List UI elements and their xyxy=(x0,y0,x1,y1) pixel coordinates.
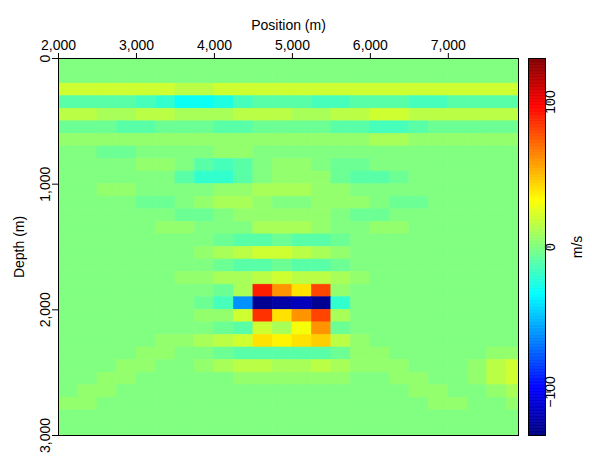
svg-text:3,000: 3,000 xyxy=(119,37,154,53)
svg-text:5,000: 5,000 xyxy=(275,37,310,53)
svg-text:−100: −100 xyxy=(542,376,558,408)
svg-text:Position (m): Position (m) xyxy=(251,17,326,33)
svg-text:1,000: 1,000 xyxy=(37,166,53,201)
svg-text:0: 0 xyxy=(37,54,53,62)
svg-text:2,000: 2,000 xyxy=(37,292,53,327)
svg-text:100: 100 xyxy=(542,90,558,114)
svg-text:m/s: m/s xyxy=(569,236,585,259)
svg-text:6,000: 6,000 xyxy=(353,37,388,53)
svg-text:Depth (m): Depth (m) xyxy=(11,216,27,278)
svg-text:3,000: 3,000 xyxy=(37,418,53,453)
svg-text:4,000: 4,000 xyxy=(197,37,232,53)
svg-text:2,000: 2,000 xyxy=(41,37,76,53)
svg-text:7,000: 7,000 xyxy=(431,37,466,53)
svg-text:0: 0 xyxy=(542,243,558,251)
